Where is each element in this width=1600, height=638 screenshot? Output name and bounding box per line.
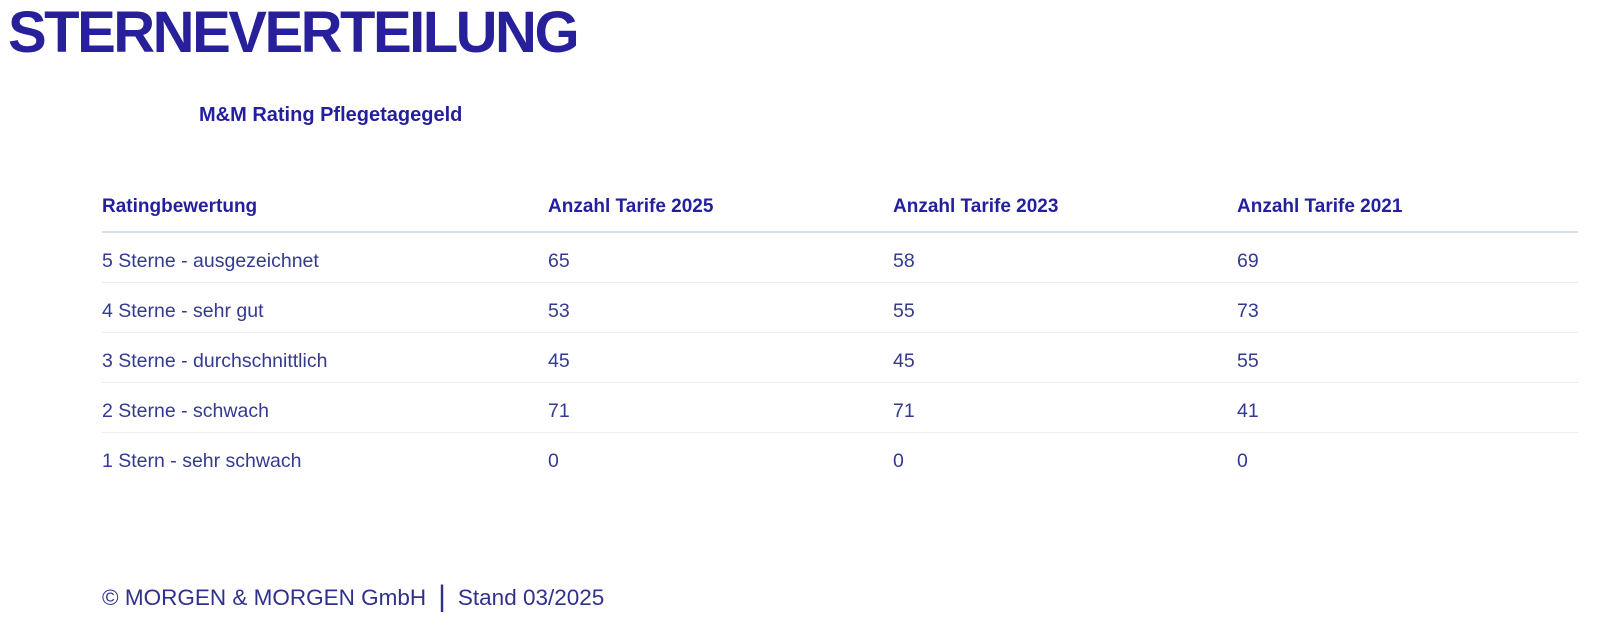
table-row: 5 Sterne - ausgezeichnet 65 58 69 [102, 232, 1578, 283]
footer-separator: | [438, 580, 446, 613]
stand-date-text: Stand 03/2025 [457, 585, 605, 610]
tariff-count: 55 [893, 282, 1237, 333]
table-row: 1 Stern - sehr schwach 0 0 0 [102, 432, 1578, 482]
tariff-count: 73 [1237, 282, 1578, 333]
tariff-count: 53 [548, 282, 893, 333]
tariff-count: 0 [1237, 450, 1248, 473]
rating-label: 4 Sterne - sehr gut [102, 282, 548, 333]
tariff-count: 65 [548, 232, 893, 283]
tariff-count: 45 [893, 332, 1237, 383]
tariff-count: 55 [1237, 332, 1578, 383]
table-row: 3 Sterne - durchschnittlich 45 45 55 [102, 332, 1578, 383]
tariff-count: 45 [548, 332, 893, 383]
table-row: 2 Sterne - schwach 71 71 41 [102, 382, 1578, 433]
rating-table: Ratingbewertung Anzahl Tarife 2025 Anzah… [102, 186, 1578, 482]
rating-label: 3 Sterne - durchschnittlich [102, 332, 548, 383]
rating-label: 1 Stern - sehr schwach [102, 450, 302, 473]
tariff-count: 0 [893, 450, 904, 473]
column-header-anzahl-tarife-2025: Anzahl Tarife 2025 [548, 186, 893, 233]
table-header-row: Ratingbewertung Anzahl Tarife 2025 Anzah… [102, 186, 1578, 233]
page-title: STERNEVERTEILUNG [8, 0, 580, 65]
table-body: 5 Sterne - ausgezeichnet 65 58 69 4 Sterne -… [102, 232, 1578, 482]
tariff-count: 69 [1237, 232, 1578, 283]
rating-label: 2 Sterne - schwach [102, 382, 548, 433]
copyright-text: © MORGEN & MORGEN GmbH [102, 585, 427, 610]
tariff-count: 71 [548, 382, 893, 433]
column-header-anzahl-tarife-2021: Anzahl Tarife 2021 [1237, 186, 1578, 233]
column-header-anzahl-tarife-2023: Anzahl Tarife 2023 [893, 186, 1237, 233]
copyright-footer: © MORGEN & MORGEN GmbH | Stand 03/2025 [102, 580, 605, 613]
tariff-count: 71 [893, 382, 1237, 433]
tariff-count: 41 [1237, 382, 1578, 433]
rating-label: 5 Sterne - ausgezeichnet [102, 232, 548, 283]
tariff-count: 0 [548, 450, 559, 473]
table-row: 4 Sterne - sehr gut 53 55 73 [102, 282, 1578, 333]
chart-subtitle: M&M Rating Pflegetagegeld [199, 104, 463, 126]
column-header-ratingbewertung: Ratingbewertung [102, 186, 548, 233]
tariff-count: 58 [893, 232, 1237, 283]
